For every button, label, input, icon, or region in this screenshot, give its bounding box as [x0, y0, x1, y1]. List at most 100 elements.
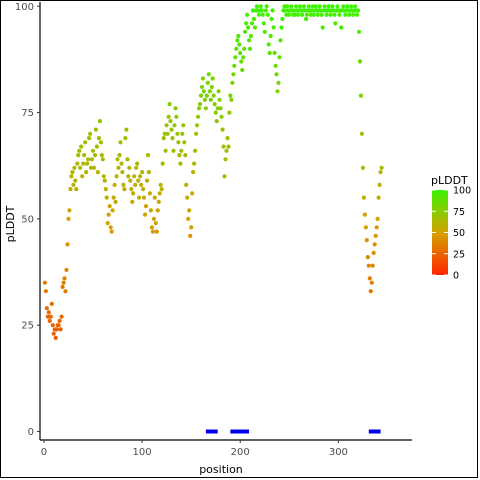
- data-point: [102, 178, 107, 183]
- data-point: [353, 4, 358, 9]
- data-point: [97, 119, 102, 124]
- data-point: [145, 153, 151, 158]
- data-point: [147, 191, 152, 196]
- data-point: [195, 114, 201, 119]
- data-point: [310, 4, 315, 9]
- data-point: [115, 157, 120, 162]
- data-point: [206, 72, 211, 77]
- data-point: [84, 170, 89, 175]
- data-point: [120, 170, 125, 175]
- data-point: [182, 140, 187, 145]
- data-point: [293, 12, 298, 17]
- data-point: [109, 229, 114, 234]
- data-point: [216, 89, 221, 94]
- data-point: [121, 182, 126, 187]
- data-point: [88, 165, 94, 170]
- data-point: [331, 8, 336, 13]
- data-point: [71, 182, 76, 187]
- data-point: [205, 80, 210, 85]
- data-point: [268, 33, 273, 39]
- data-point: [137, 195, 142, 200]
- axes: 0 25 50 75 100 0 100 200 300: [15, 2, 412, 458]
- data-point: [106, 212, 111, 217]
- data-point: [82, 153, 87, 158]
- data-point: [263, 8, 268, 13]
- data-point: [93, 127, 98, 132]
- data-point: [364, 238, 369, 243]
- data-point: [292, 8, 297, 13]
- data-point: [289, 4, 294, 9]
- legend-tick-label: 50: [453, 228, 465, 239]
- data-point: [139, 182, 144, 187]
- data-point: [356, 29, 362, 34]
- data-points: [42, 4, 384, 340]
- data-point: [343, 12, 348, 17]
- data-point: [335, 4, 340, 9]
- data-point: [149, 225, 154, 230]
- data-point: [251, 16, 257, 22]
- data-point: [181, 123, 186, 128]
- data-point: [362, 212, 367, 217]
- data-point: [337, 12, 342, 17]
- data-point: [141, 187, 146, 192]
- data-point: [70, 170, 75, 175]
- data-point: [57, 318, 62, 323]
- data-point: [140, 170, 145, 175]
- data-point: [377, 182, 382, 187]
- data-point: [113, 199, 118, 204]
- data-point: [125, 157, 130, 162]
- data-point: [247, 38, 252, 43]
- data-point: [193, 148, 198, 153]
- data-point: [79, 144, 84, 149]
- data-point: [317, 4, 322, 9]
- data-point: [47, 318, 52, 323]
- zero-bars: [205, 429, 381, 434]
- data-point: [269, 16, 274, 22]
- data-point: [153, 221, 158, 226]
- data-point: [111, 195, 116, 200]
- data-point: [176, 140, 181, 145]
- data-point: [306, 4, 311, 9]
- data-point: [81, 161, 86, 166]
- data-point: [207, 89, 212, 94]
- data-point: [170, 136, 175, 141]
- data-point: [133, 182, 138, 187]
- data-point: [357, 59, 363, 64]
- data-point: [315, 12, 320, 17]
- data-point: [62, 276, 67, 281]
- data-point: [226, 144, 231, 149]
- data-point: [359, 131, 364, 136]
- data-point: [183, 153, 188, 158]
- data-point: [189, 225, 194, 230]
- data-point: [309, 8, 314, 13]
- data-point: [320, 25, 325, 30]
- data-point: [76, 153, 81, 158]
- data-point: [67, 208, 72, 213]
- data-point: [50, 323, 55, 328]
- data-point: [116, 165, 121, 170]
- data-point: [101, 174, 106, 179]
- data-point: [234, 46, 239, 51]
- data-point: [203, 106, 208, 111]
- data-point: [375, 216, 380, 221]
- data-point: [105, 221, 110, 226]
- data-point: [110, 208, 115, 213]
- data-point: [196, 106, 202, 111]
- data-point: [252, 25, 258, 30]
- data-point: [127, 165, 132, 170]
- data-point: [349, 4, 354, 9]
- data-point: [135, 161, 140, 166]
- data-point: [64, 267, 69, 272]
- legend-tick-label: 100: [453, 186, 471, 197]
- data-point: [265, 12, 270, 17]
- data-point: [345, 4, 350, 9]
- data-point: [58, 327, 63, 332]
- data-point: [144, 178, 150, 183]
- data-point: [74, 187, 79, 192]
- zero-bar: [368, 429, 381, 434]
- data-point: [248, 33, 254, 39]
- data-point: [280, 16, 285, 22]
- data-point: [177, 153, 182, 158]
- data-point: [300, 12, 305, 17]
